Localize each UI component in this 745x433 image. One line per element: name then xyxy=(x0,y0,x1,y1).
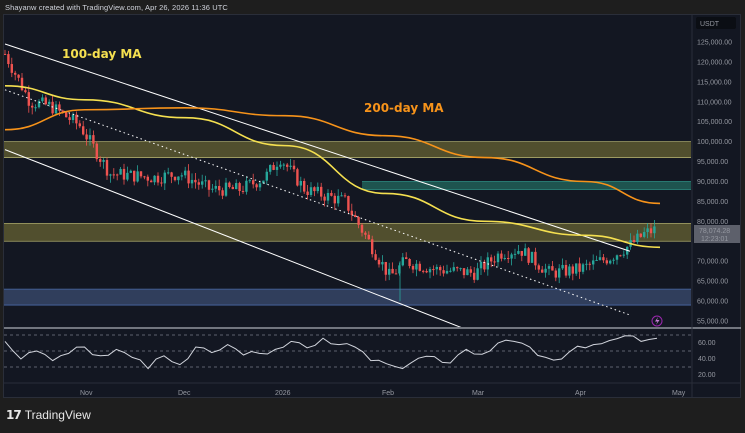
price-tick: 85,000.00 xyxy=(697,199,728,206)
price-tick: 90,000.00 xyxy=(697,179,728,186)
rsi-pane[interactable] xyxy=(4,334,691,370)
ma200-label: 200-day MA xyxy=(364,101,444,115)
rsi-line xyxy=(4,335,658,370)
currency-label: USDT xyxy=(700,21,720,28)
moving-averages-group xyxy=(4,85,661,249)
price-tick: 110,000.00 xyxy=(697,99,732,106)
price-tick: 125,000.00 xyxy=(697,40,732,47)
resistance-zone-upper xyxy=(4,141,691,158)
rsi-tick-20: 20.00 xyxy=(698,372,716,379)
chart-frame[interactable] xyxy=(3,14,741,398)
lightning-icon[interactable] xyxy=(651,315,663,327)
trendlines-group xyxy=(4,43,631,329)
price-tick: 60,000.00 xyxy=(697,299,728,306)
200-day-ma-line xyxy=(4,106,661,205)
time-label-mar: Mar xyxy=(472,390,485,397)
support-resistance-zone xyxy=(4,223,691,242)
time-label-feb: Feb xyxy=(382,390,394,397)
rsi-tick-40: 40.00 xyxy=(698,356,716,363)
price-tick: 95,000.00 xyxy=(697,159,728,166)
price-tick: 115,000.00 xyxy=(697,79,732,86)
fvg-zone xyxy=(362,181,691,190)
plot-area[interactable] xyxy=(4,43,691,329)
brand-name: TradingView xyxy=(24,408,91,422)
time-label-apr: Apr xyxy=(575,390,587,397)
price-tick: 120,000.00 xyxy=(697,59,732,66)
zones-group xyxy=(4,141,691,306)
channel-upper[interactable] xyxy=(4,43,631,252)
rsi-tick-60: 60.00 xyxy=(698,340,716,347)
100-day-ma-line xyxy=(4,85,661,249)
channel-lower[interactable] xyxy=(4,149,465,329)
support-zone-lower xyxy=(4,289,691,306)
last-price-badge xyxy=(694,225,740,243)
price-tick: 105,000.00 xyxy=(697,119,732,126)
candles-group xyxy=(4,49,656,302)
time-axis[interactable]: Nov Dec 2026 Feb Mar Apr May xyxy=(80,390,686,397)
countdown-value: 12:23:01 xyxy=(701,236,728,243)
price-tick: 55,000.00 xyxy=(697,319,728,326)
price-tick: 65,000.00 xyxy=(697,279,728,286)
last-price-value: 78,074.28 xyxy=(699,228,730,235)
ma100-label: 100-day MA xyxy=(62,47,142,61)
chart-attribution: Shayanw created with TradingView.com, Ap… xyxy=(5,3,228,12)
time-label-dec: Dec xyxy=(178,390,191,397)
tradingview-logo-icon: 17 xyxy=(6,408,22,422)
price-axis[interactable]: USDT 125,000.00 120,000.00 115,000.00 110,0… xyxy=(694,17,740,326)
price-tick: 80,000.00 xyxy=(697,219,728,226)
price-tick: 70,000.00 xyxy=(697,259,728,266)
rsi-axis[interactable]: 60.00 40.00 20.00 xyxy=(698,340,716,379)
time-label-nov: Nov xyxy=(80,390,93,397)
price-tick: 100,000.00 xyxy=(697,139,732,146)
time-label-2026: 2026 xyxy=(275,390,291,397)
time-label-may: May xyxy=(672,390,686,397)
tradingview-brand[interactable]: 17 TradingView xyxy=(6,408,91,422)
currency-badge[interactable] xyxy=(696,17,736,29)
channel-mid[interactable] xyxy=(4,89,631,316)
